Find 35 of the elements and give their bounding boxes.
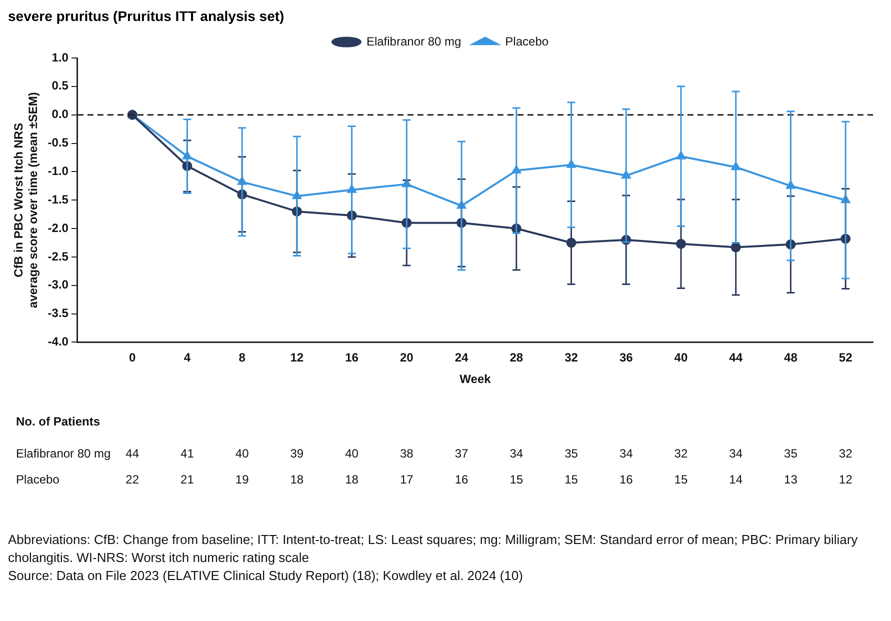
text: Abbreviations: CfB: Change from baseline; ITT: Intent-to-treat; LS: Least squares; mg: Milligram; SEM: Standard error of mean; PBC: Primary biliary cholangitis. WI-NRS: Worst itch numeric rating scale [8,531,859,567]
x-axis-title: Week [460,372,492,386]
x-tick-label: 40 [674,350,688,365]
y-axis-title: CfB in PBC Worst Itch NRS average score over time (mean ±SEM) [12,92,40,308]
text: No. of Patients [16,414,100,429]
x-tick-label: 44 [729,350,743,365]
y-tick-label: -4.0 [48,334,69,349]
y-tick-label: -2.5 [48,249,69,264]
y-tick-label: 0.5 [52,78,69,93]
y-tick-label: 0.0 [52,107,69,122]
y-tick-label: -3.5 [48,306,69,320]
x-tick-label: 48 [784,350,798,365]
chart-title: severe pruritus (Pruritus ITT analysis set) [8,8,286,24]
x-tick-label: 12 [290,350,304,365]
y-tick-label: -1.5 [48,192,69,206]
x-tick-label: 4 [184,350,191,365]
x-tick-label: 24 [454,350,469,365]
x-tick-label: 20 [400,350,414,365]
x-tick-label: 0 [129,350,136,365]
legend-label: Elafibranor 80 mg [366,34,462,48]
y-tick-label: 1.0 [52,50,69,64]
x-tick-label: 52 [838,350,853,365]
x-tick-label: 36 [619,350,634,365]
x-tick-label: 28 [510,350,524,365]
text: Elafibranor 80 mg 44 41 40 39 40 38 37 34 35 34 32 34 35 32 [16,446,852,461]
x-tick-label: 32 [564,350,578,365]
text: Placebo 22 21 19 18 18 17 16 15 15 16 15 14 13 12 [16,472,852,487]
y-tick-label: -0.5 [48,136,69,150]
y-tick-label: -1.0 [48,164,69,178]
x-tick-label: 8 [238,350,246,365]
legend-label: Placebo [505,34,549,48]
y-tick-label: -2.0 [48,220,69,235]
y-tick-label: -3.0 [48,278,69,292]
source-note: Source: Data on File 2023 (ELATIVE Clinical Study Report) (18); Kowdley et al. 2024 (10) [8,567,524,585]
x-tick-label: 16 [345,350,359,365]
